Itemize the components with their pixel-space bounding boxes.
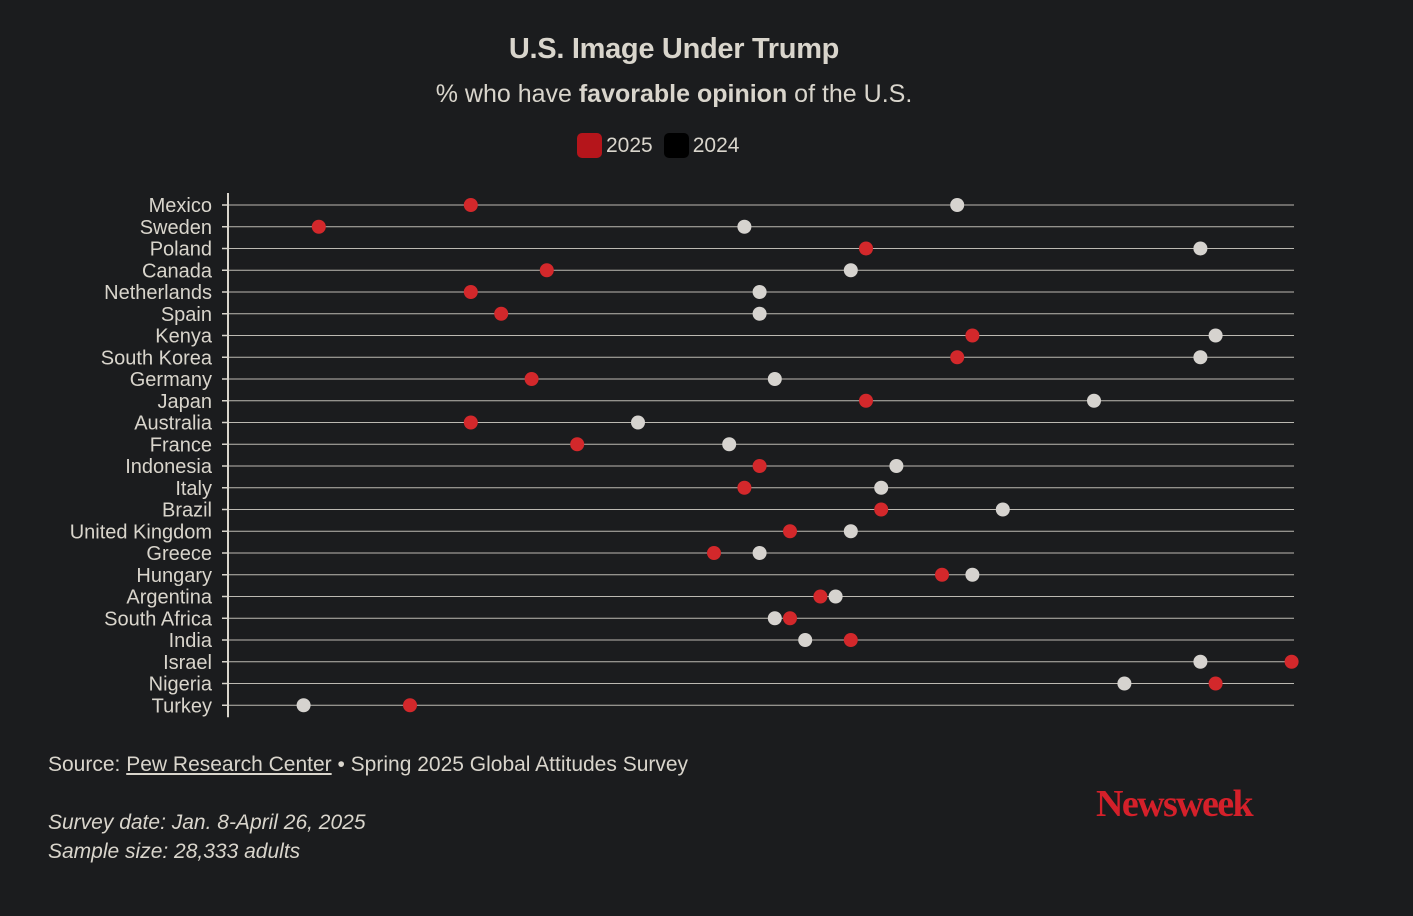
dot-2024-poland [1193, 241, 1208, 256]
dot-2024-kenya [1208, 328, 1223, 343]
chart-title: U.S. Image Under Trump [508, 33, 840, 65]
dot-2024-brazil [995, 502, 1010, 517]
country-label-south-africa: South Africa [104, 608, 213, 630]
country-label-sweden: Sweden [140, 217, 212, 239]
chart-legend: 2025 2024 [577, 133, 750, 158]
dot-2024-sweden [737, 219, 752, 234]
legend-swatch-2024 [663, 133, 689, 158]
source-note: Source: Pew Research Center • Spring 202… [48, 753, 688, 777]
country-label-brazil: Brazil [162, 500, 212, 522]
country-label-nigeria: Nigeria [149, 674, 213, 696]
dot-2025-france [570, 437, 585, 452]
dot-2024-japan [1087, 393, 1101, 408]
country-label-italy: Italy [175, 478, 212, 500]
country-label-greece: Greece [146, 543, 212, 565]
dot-2024-germany [767, 372, 782, 386]
dot-2025-japan [859, 393, 873, 408]
dot-2025-india [843, 633, 858, 647]
dot-2025-south-korea [950, 350, 965, 365]
dot-2025-australia [463, 415, 478, 430]
country-label-france: France [150, 434, 212, 456]
country-label-netherlands: Netherlands [104, 282, 212, 304]
newsweek-logo: Newsweek [1096, 783, 1254, 825]
dot-2025-turkey [403, 698, 417, 713]
dot-2025-indonesia [752, 459, 767, 473]
dot-2025-mexico [463, 198, 478, 212]
dot-2025-brazil [874, 502, 889, 517]
dot-2024-spain [752, 306, 767, 321]
dot-2025-spain [494, 306, 509, 321]
country-label-hungary: Hungary [136, 565, 212, 587]
dot-2025-italy [737, 480, 752, 495]
subtitle-suffix: of the U.S. [787, 80, 913, 108]
source-suffix: • Spring 2025 Global Attitudes Survey [331, 753, 689, 776]
dot-2024-greece [752, 546, 767, 560]
dot-2024-united-kingdom [843, 524, 858, 539]
dot-2024-south-korea [1193, 350, 1208, 365]
legend-swatch-2025 [577, 133, 602, 158]
country-label-turkey: Turkey [152, 695, 212, 717]
subtitle-prefix: % who have [435, 80, 579, 108]
dot-2024-argentina [828, 589, 843, 604]
dot-2024-france [722, 437, 737, 452]
country-label-united-kingdom: United Kingdom [70, 521, 212, 543]
legend-label-2025: 2025 [606, 134, 653, 157]
country-label-south-korea: South Korea [101, 347, 213, 369]
dot-2025-germany [524, 372, 539, 386]
country-label-indonesia: Indonesia [125, 456, 213, 478]
dot-2024-turkey [296, 698, 311, 713]
country-label-germany: Germany [130, 369, 212, 391]
subtitle-bold: favorable opinion [578, 80, 788, 108]
dot-2025-argentina [813, 589, 828, 604]
dot-2024-israel [1193, 654, 1208, 669]
country-label-india: India [169, 630, 213, 652]
country-label-kenya: Kenya [155, 326, 213, 348]
dot-2025-poland [859, 241, 873, 256]
dot-2025-nigeria [1208, 676, 1223, 691]
dot-2025-netherlands [463, 285, 478, 299]
country-label-spain: Spain [161, 304, 212, 326]
country-label-poland: Poland [150, 239, 212, 261]
source-prefix: Source: [48, 753, 127, 776]
dot-2025-greece [707, 546, 721, 560]
dot-2024-canada [843, 263, 858, 278]
dot-2025-canada [539, 263, 554, 278]
dot-2024-hungary [965, 567, 980, 582]
dot-2024-indonesia [889, 459, 904, 473]
country-label-mexico: Mexico [149, 195, 212, 217]
legend-item-2024: 2024 [663, 133, 740, 158]
dot-2025-hungary [935, 567, 949, 582]
dot-2024-mexico [950, 198, 965, 212]
dot-2025-sweden [311, 219, 326, 234]
dot-2025-kenya [965, 328, 980, 343]
chart-subtitle: % who have favorable opinion of the U.S. [0, 80, 1348, 109]
dot-2025-israel [1284, 654, 1299, 669]
dot-2024-india [798, 633, 813, 647]
dot-2025-united-kingdom [783, 524, 797, 539]
dot-2024-australia [631, 415, 645, 430]
country-label-argentina: Argentina [126, 587, 212, 609]
country-label-israel: Israel [163, 652, 212, 674]
sample-size-note: Sample size: 28,333 adults [48, 840, 301, 863]
dot-2024-italy [874, 480, 889, 495]
country-label-japan: Japan [158, 391, 213, 413]
legend-label-2024: 2024 [692, 134, 740, 157]
survey-date-note: Survey date: Jan. 8-April 26, 2025 [48, 811, 366, 834]
legend-item-2025: 2025 [577, 133, 653, 158]
dot-2025-south-africa [783, 611, 797, 626]
country-label-australia: Australia [134, 413, 213, 435]
source-link[interactable]: Pew Research Center [126, 753, 332, 776]
dot-2024-nigeria [1117, 676, 1132, 691]
dot-2024-netherlands [752, 285, 767, 299]
dot-plot-chart: MexicoSwedenPolandCanadaNetherlandsSpain… [70, 193, 1299, 718]
dot-2024-south-africa [767, 611, 782, 626]
country-label-canada: Canada [142, 260, 213, 282]
